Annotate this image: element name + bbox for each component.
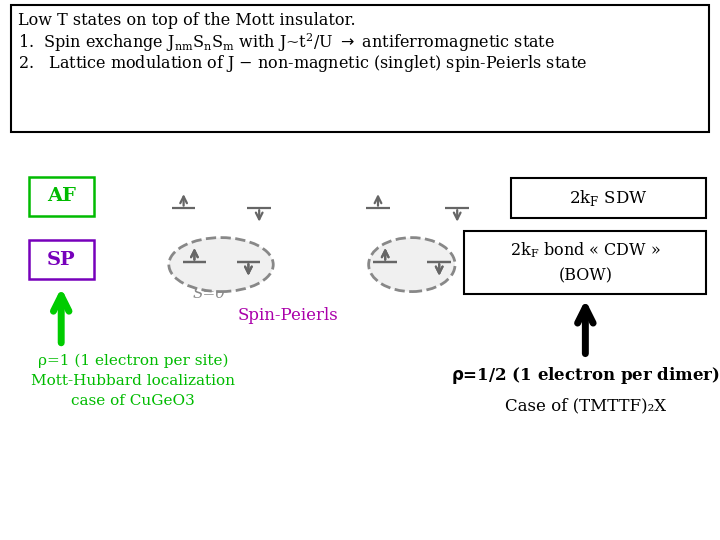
FancyBboxPatch shape <box>29 240 94 279</box>
Text: AF: AF <box>47 187 76 205</box>
FancyBboxPatch shape <box>511 178 706 218</box>
Text: 2k$_{\mathregular{F}}$ bond « CDW »
(BOW): 2k$_{\mathregular{F}}$ bond « CDW » (BOW… <box>510 240 661 285</box>
Text: Low T states on top of the Mott insulator.: Low T states on top of the Mott insulato… <box>18 12 356 29</box>
Text: Case of (TMTTF)₂X: Case of (TMTTF)₂X <box>505 397 666 414</box>
FancyBboxPatch shape <box>464 231 706 294</box>
Text: ρ=1 (1 electron per site)
Mott-Hubbard localization
case of CuGeO3: ρ=1 (1 electron per site) Mott-Hubbard l… <box>31 354 235 408</box>
Text: 1.  Spin exchange J$_{\mathregular{nm}}$S$_{\mathregular{n}}$S$_{\mathregular{m}: 1. Spin exchange J$_{\mathregular{nm}}$S… <box>18 31 555 54</box>
Text: SP: SP <box>47 251 76 269</box>
Ellipse shape <box>168 238 274 292</box>
FancyBboxPatch shape <box>29 177 94 216</box>
Text: 2.   Lattice modulation of J $-$ non-magnetic (singlet) spin-Peierls state: 2. Lattice modulation of J $-$ non-magne… <box>18 53 588 74</box>
Text: 2k$_{\mathregular{F}}$ SDW: 2k$_{\mathregular{F}}$ SDW <box>570 187 647 208</box>
Text: Spin-Peierls: Spin-Peierls <box>238 307 338 325</box>
Text: $\bf{\rho}$=1/2 (1 electron per dimer): $\bf{\rho}$=1/2 (1 electron per dimer) <box>451 364 720 386</box>
Ellipse shape <box>369 238 455 292</box>
Text: S=0: S=0 <box>192 287 225 301</box>
FancyBboxPatch shape <box>11 5 709 132</box>
